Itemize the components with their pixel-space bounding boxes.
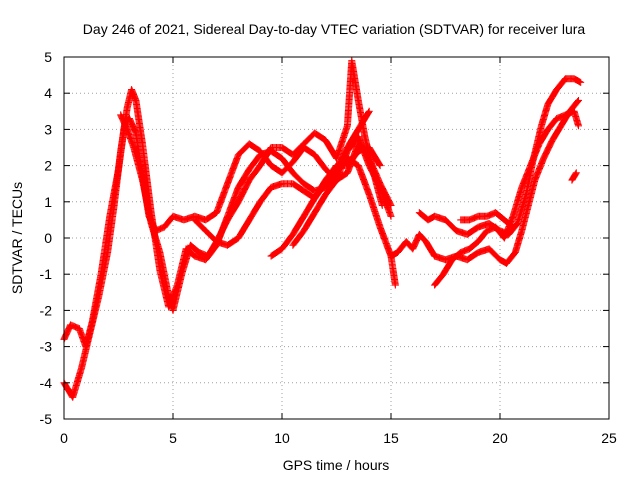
tick-layer: 0 5 10 15 20 25 -5 -4 -3 -2 -1 0 1 2 3 4 5 xyxy=(40,49,617,446)
chart-title: Day 246 of 2021, Sidereal Day-to-day VTE… xyxy=(83,21,586,37)
series-satellite-pass-C xyxy=(117,57,386,314)
grid-layer xyxy=(64,57,609,419)
y-tick-label: 0 xyxy=(44,230,52,246)
y-tick-label: -4 xyxy=(40,375,53,391)
y-tick-label: -3 xyxy=(40,339,53,355)
x-tick-label: 25 xyxy=(601,430,617,446)
series-satellite-pass-J xyxy=(457,209,517,231)
y-axis-label: SDTVAR / TECUs xyxy=(9,182,25,294)
series-trace xyxy=(569,170,580,183)
series-trace xyxy=(388,98,582,267)
series-trace xyxy=(458,209,516,230)
y-tick-label: 1 xyxy=(44,194,52,210)
x-tick-label: 20 xyxy=(492,430,508,446)
y-tick-label: 3 xyxy=(44,121,52,137)
y-tick-label: -1 xyxy=(40,266,53,282)
series-satellite-pass-F xyxy=(289,133,395,249)
series-trace xyxy=(290,134,395,248)
y-tick-label: 2 xyxy=(44,158,52,174)
x-axis-label: GPS time / hours xyxy=(283,457,390,473)
x-tick-label: 5 xyxy=(169,430,177,446)
data-layer xyxy=(60,57,585,401)
series-trace xyxy=(431,108,582,288)
y-tick-label: -2 xyxy=(40,302,53,318)
y-tick-label: -5 xyxy=(40,411,53,427)
y-tick-label: 5 xyxy=(44,49,52,65)
x-tick-label: 15 xyxy=(383,430,399,446)
y-tick-label: 4 xyxy=(44,85,52,101)
series-satellite-pass-I xyxy=(431,107,582,289)
x-tick-label: 0 xyxy=(60,430,68,446)
x-tick-label: 10 xyxy=(274,430,290,446)
series-satellite-pass-K xyxy=(568,169,580,184)
